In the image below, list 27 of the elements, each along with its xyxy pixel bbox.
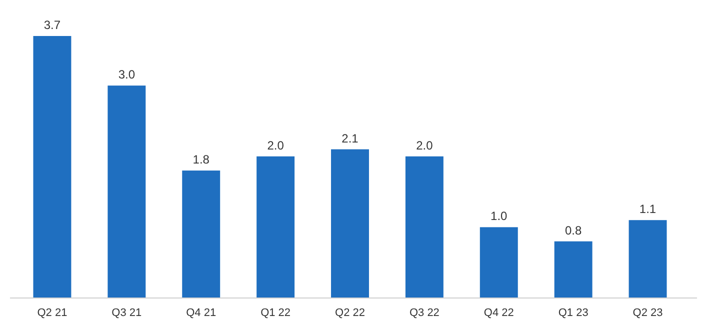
x-tick-label: Q2 21 xyxy=(37,306,68,319)
data-label: 1.1 xyxy=(639,202,656,216)
x-tick-label: Q3 21 xyxy=(112,306,142,319)
data-label: 2.0 xyxy=(267,138,284,152)
x-tick-label: Q4 21 xyxy=(186,306,216,319)
bar xyxy=(554,241,592,298)
data-label: 1.8 xyxy=(192,152,210,167)
data-label: 0.8 xyxy=(564,223,582,238)
bar xyxy=(480,227,518,298)
x-tick-label: Q1 22 xyxy=(260,306,291,319)
bar xyxy=(108,86,146,298)
data-label: 3.0 xyxy=(118,68,136,82)
bar xyxy=(256,156,295,298)
x-tick-label: Q4 22 xyxy=(484,306,514,319)
data-label: 2.0 xyxy=(416,138,434,152)
x-tick-label: Q2 22 xyxy=(335,306,365,319)
x-tick-label: Q1 23 xyxy=(558,306,588,319)
bar xyxy=(628,220,667,298)
data-label: 1.0 xyxy=(490,209,508,224)
x-tick-label: Q3 22 xyxy=(409,306,440,319)
bar xyxy=(182,170,220,298)
data-label: 3.7 xyxy=(44,18,61,32)
x-tick-label: Q2 23 xyxy=(632,306,663,319)
bar xyxy=(405,156,444,298)
bar xyxy=(33,36,72,298)
bar xyxy=(331,149,369,298)
data-label: 2.1 xyxy=(342,131,359,146)
